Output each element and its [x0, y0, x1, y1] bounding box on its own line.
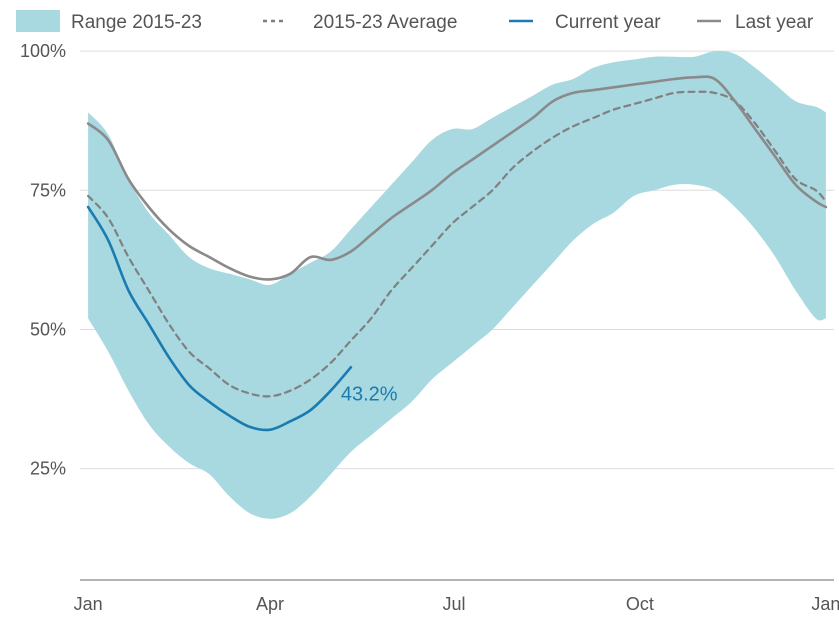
- x-tick-label: Jan: [811, 594, 839, 614]
- y-tick-label: 50%: [30, 319, 66, 339]
- legend-item-current-year: Current year: [509, 12, 661, 33]
- legend-label: Last year: [735, 12, 814, 33]
- series-range-2015-23-area: [88, 50, 826, 519]
- legend-swatch: [16, 10, 60, 32]
- legend-item-2015-23-average: 2015-23 Average: [263, 12, 457, 33]
- x-tick-label: Jul: [442, 594, 465, 614]
- series-last-year-line: [86, 75, 828, 281]
- y-tick-label: 25%: [30, 459, 66, 479]
- legend-item-last-year: Last year: [697, 12, 814, 33]
- legend-label: Current year: [555, 12, 661, 33]
- x-tick-label: Apr: [256, 594, 284, 614]
- x-tick-label: Jan: [74, 594, 103, 614]
- axes: 100% 75% 50% 25% Jan Apr Jul Oct Jan: [20, 41, 839, 614]
- series-end-label: 43.2%: [341, 383, 398, 405]
- legend-label: 2015-23 Average: [313, 12, 457, 33]
- series-2015-23-average-line: [87, 90, 827, 398]
- x-tick-label: Oct: [626, 594, 654, 614]
- plot-area: 43.2%: [86, 50, 828, 519]
- y-tick-label: 75%: [30, 180, 66, 200]
- y-tick-label: 100%: [20, 41, 66, 61]
- legend-label: Range 2015-23: [71, 12, 202, 33]
- legend-item-range-2015-23: Range 2015-23: [16, 10, 202, 33]
- legend: Range 2015-23 2015-23 Average Current year…: [16, 10, 814, 33]
- series-current-year-line: [86, 205, 353, 432]
